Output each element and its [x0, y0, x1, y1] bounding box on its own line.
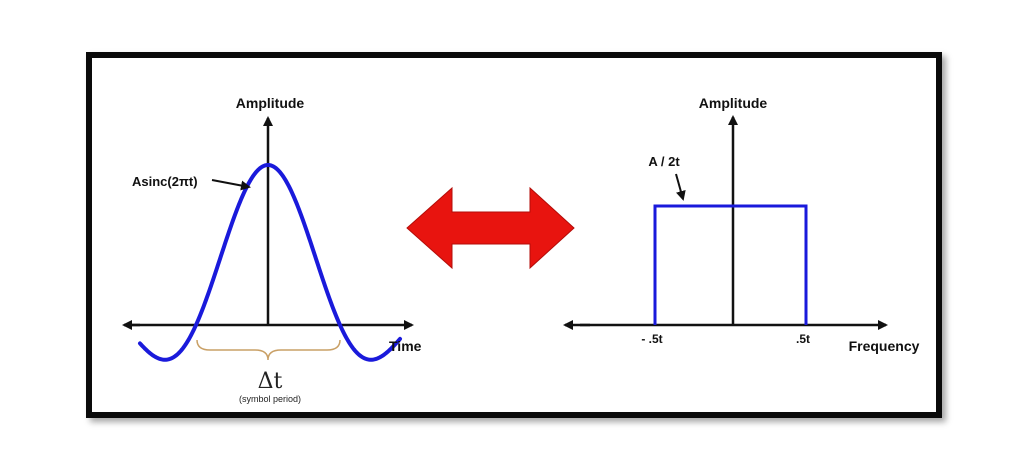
time-amplitude-label: Amplitude [236, 95, 305, 111]
time-domain-plot: Amplitude Asinc(2πt) Time Δt (symbol per… [122, 95, 422, 404]
left-right-arrow-icon [406, 186, 575, 270]
tick-right-label: .5t [796, 332, 810, 346]
frequency-axis-label: Frequency [849, 338, 920, 354]
frequency-domain-plot: Amplitude A / 2t - .5t .5t Frequency [563, 95, 920, 354]
rect-spectrum [653, 204, 808, 325]
delta-t-label: Δt [258, 369, 283, 394]
symbol-period-caption: (symbol period) [239, 394, 301, 404]
sinc-curve [138, 162, 402, 362]
time-axis-label: Time [389, 338, 422, 354]
freq-amplitude-label: Amplitude [699, 95, 768, 111]
tick-left-label: - .5t [641, 332, 662, 346]
curve-label: Asinc(2πt) [132, 174, 198, 189]
curve-label-pointer [211, 179, 251, 191]
rect-height-label: A / 2t [648, 154, 680, 169]
symbol-period-brace [196, 339, 341, 361]
height-label-pointer [675, 173, 686, 201]
